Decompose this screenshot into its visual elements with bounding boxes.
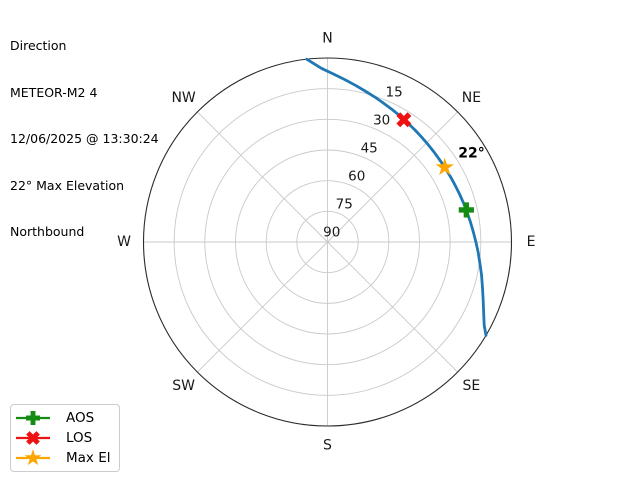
legend-glyph-los: [16, 431, 50, 445]
max-elevation-text: 22° Max Elevation: [10, 177, 125, 193]
compass-label-W: W: [117, 234, 131, 250]
compass-label-SE: SE: [463, 378, 481, 394]
los-marker: [396, 112, 412, 128]
compass-label-E: E: [527, 234, 536, 250]
aos-legend-label: AOS: [66, 410, 95, 426]
elevation-ring-label-75: 75: [336, 196, 353, 212]
chart-header: Direction METEOR-M2 4 12/06/2025 @ 13:30…: [10, 7, 159, 271]
pass-timestamp: 12/06/2025 @ 13:30:24: [10, 131, 159, 146]
azimuth-spoke-NW: [197, 111, 328, 243]
elevation-ring-label-15: 15: [386, 84, 403, 100]
legend-glyph-aos: [16, 411, 50, 425]
compass-label-S: S: [323, 438, 332, 454]
los-legend-label: LOS: [66, 430, 93, 446]
satellite-name: METEOR-M2 4: [10, 84, 98, 100]
elevation-ring-label-60: 60: [348, 168, 365, 184]
polar-grid: [143, 58, 512, 426]
pass-direction-text: Northbound: [10, 224, 85, 239]
compass-label-NW: NW: [171, 90, 195, 106]
max-el-legend-marker: [14, 449, 58, 467]
max-el-marker: [435, 157, 454, 176]
legend-item-los: LOS: [14, 428, 110, 448]
chart-title: Direction: [10, 38, 67, 53]
elevation-ring-label-30: 30: [373, 112, 390, 128]
los-legend-marker: [14, 429, 58, 447]
legend-marker-shape: [24, 449, 42, 466]
max-el-legend-label: Max El: [66, 450, 111, 466]
azimuth-spoke-SW: [197, 241, 328, 373]
legend-glyph-max-el: [16, 449, 50, 466]
legend: AOS LOS Max El: [10, 404, 121, 472]
elevation-ring-label-90: 90: [323, 224, 340, 240]
azimuth-spoke-SE: [327, 241, 458, 373]
azimuth-spoke-NE: [327, 111, 458, 243]
legend-item-max-el: Max El: [14, 448, 110, 468]
legend-marker-shape: [26, 431, 40, 445]
max-elevation-annotation: 22°: [458, 145, 484, 161]
horizon-outline-circle: [142, 57, 513, 427]
legend-marker-shape: [26, 411, 40, 425]
aos-marker: [458, 202, 474, 218]
pass-track-line: [305, 57, 488, 337]
compass-label-N: N: [322, 31, 332, 47]
aos-legend-marker: [14, 409, 58, 427]
elevation-ring-label-45: 45: [361, 140, 378, 156]
legend-item-aos: AOS: [14, 408, 110, 428]
compass-label-NE: NE: [462, 90, 481, 106]
compass-label-SW: SW: [172, 378, 195, 394]
